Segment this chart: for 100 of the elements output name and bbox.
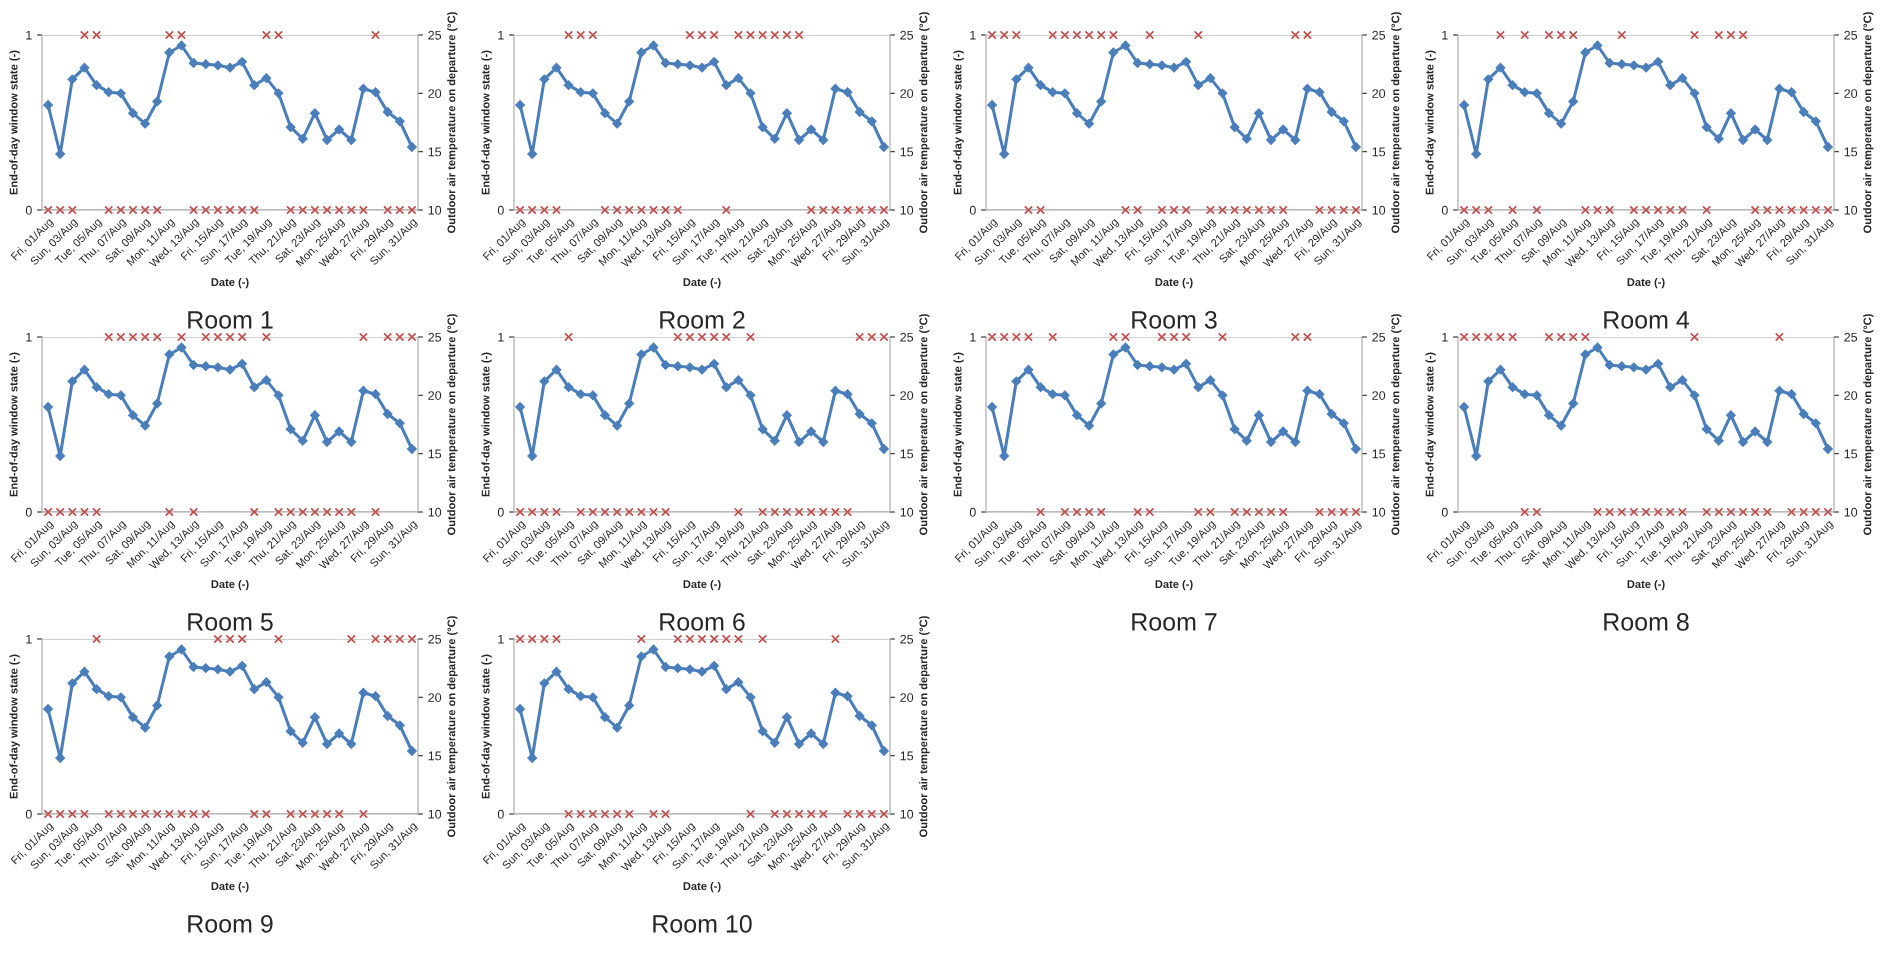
y2-tick-label: 20 (1372, 391, 1386, 400)
point (1302, 385, 1313, 396)
point (709, 358, 720, 369)
text: Room 6 (660, 613, 745, 631)
point (322, 437, 332, 447)
point (1266, 437, 1276, 447)
point (1290, 437, 1301, 447)
point (1096, 96, 1107, 107)
y2-axis-title: Outdoor air temperature on departure (°C) (1863, 12, 1874, 233)
point (273, 88, 284, 99)
y2-axis-title: Outdoor air temperature on departure (°C) (1391, 12, 1402, 233)
point (1750, 124, 1761, 135)
y-axis-title: End-of-day window state (-) (1425, 352, 1436, 497)
point (1689, 390, 1700, 401)
point (745, 390, 756, 401)
text: Room 5 (188, 613, 273, 631)
y-axis-title: End-of-day window state (-) (481, 50, 492, 195)
y2-tick-label: 20 (428, 391, 442, 400)
point (1786, 389, 1797, 400)
y2-tick-label: 10 (900, 205, 914, 215)
point (539, 74, 550, 85)
point (1193, 80, 1204, 91)
y2-tick-label: 20 (428, 89, 442, 98)
point (600, 712, 610, 723)
point (249, 80, 260, 91)
text: Room 2 (660, 311, 745, 329)
point (1072, 410, 1082, 421)
point (648, 342, 659, 353)
point (672, 59, 683, 70)
point (721, 382, 732, 393)
point (297, 435, 308, 446)
point (1483, 74, 1494, 85)
point (624, 700, 635, 711)
point (297, 737, 308, 748)
point (249, 684, 260, 695)
point (55, 149, 66, 159)
point (1556, 420, 1567, 431)
point (1677, 73, 1688, 84)
y-axis-title: End-of-day window state (-) (1425, 50, 1436, 195)
y2-tick-label: 20 (900, 391, 914, 400)
point (769, 737, 780, 748)
point (103, 389, 114, 400)
point (164, 349, 175, 360)
point (1495, 364, 1506, 375)
y2-axis-title: Outdoor air temperature on departure (°C) (919, 616, 930, 837)
y-axis-title: End-of-day window state (-) (953, 50, 964, 195)
point (830, 687, 841, 698)
point (1156, 60, 1167, 71)
point (757, 726, 768, 737)
point (1580, 47, 1591, 58)
y2-axis-title: Outdoor air temperature on departure (°C) (1863, 314, 1874, 535)
point (636, 47, 647, 58)
point (854, 711, 865, 721)
y2-tick-label: 25 (900, 30, 914, 40)
point (636, 651, 647, 662)
point (527, 451, 538, 461)
point (1544, 410, 1554, 421)
point (1701, 424, 1712, 435)
point (818, 739, 829, 749)
point (551, 666, 562, 677)
point (1725, 410, 1736, 421)
point (709, 56, 720, 67)
y2-tick-label: 25 (900, 332, 914, 342)
point (309, 108, 320, 119)
point (1616, 361, 1627, 372)
point (587, 390, 598, 401)
point (806, 728, 817, 739)
point (866, 418, 877, 429)
point (370, 389, 381, 400)
point (1181, 358, 1192, 369)
point (660, 58, 671, 68)
point (176, 40, 187, 51)
point (563, 382, 574, 393)
y2-tick-label: 15 (1844, 147, 1858, 157)
y-tick-label: 1 (970, 332, 976, 342)
point (91, 382, 102, 393)
y-axis-title: End-of-day window state (-) (9, 654, 20, 799)
point (322, 135, 332, 145)
point (1519, 87, 1530, 98)
y2-tick-label: 15 (428, 449, 442, 459)
point (407, 142, 417, 152)
point (1047, 389, 1058, 400)
y-tick-label: 0 (969, 205, 976, 215)
point (1120, 342, 1131, 353)
point (394, 418, 405, 429)
point (781, 410, 792, 421)
point (43, 704, 53, 714)
point (1072, 108, 1082, 119)
point (781, 108, 792, 119)
point (1507, 80, 1518, 91)
point (115, 390, 126, 401)
point (322, 739, 332, 749)
y2-tick-label: 15 (1372, 147, 1386, 157)
point (1592, 40, 1603, 51)
point (733, 73, 744, 84)
point (1144, 361, 1155, 372)
point (745, 88, 756, 99)
point (128, 108, 138, 119)
point (660, 662, 671, 672)
point (697, 364, 707, 375)
